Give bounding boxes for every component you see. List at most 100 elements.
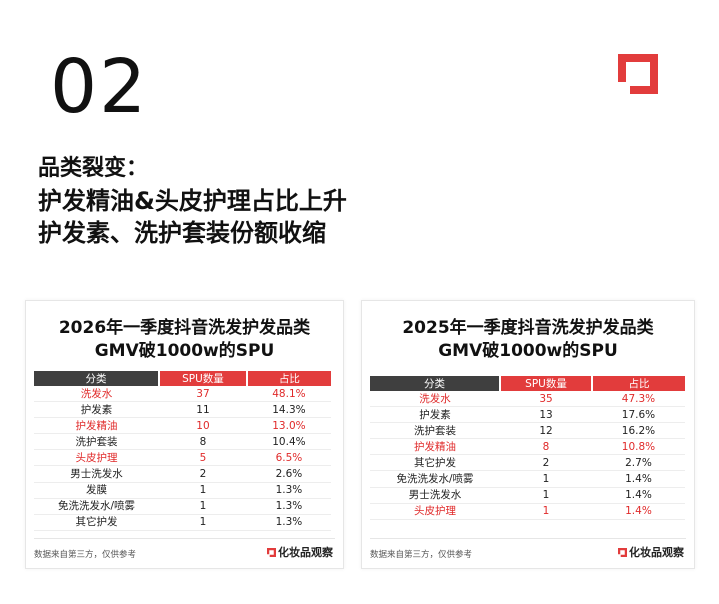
cell-share: 1.4%: [591, 503, 685, 520]
table-row: 头皮护理 1 1.4%: [370, 503, 685, 520]
table-row: 护发素 13 17.6%: [370, 406, 685, 424]
table-row: 护发素 11 14.3%: [34, 401, 331, 419]
cell-share: 6.5%: [246, 449, 331, 467]
cell-category: 男士洗发水: [370, 487, 501, 504]
cell-share: 17.6%: [591, 406, 685, 424]
cell-category: 护发精油: [34, 417, 160, 435]
cell-spu: 8: [500, 438, 592, 456]
cell-spu: 12: [500, 422, 592, 440]
cell-spu: 1: [500, 470, 592, 488]
table-card-2026: 2026年一季度抖音洗发护发品类 GMV破1000w的SPU 分类 SPU数量 …: [25, 300, 344, 569]
cell-spu: 1: [500, 503, 592, 520]
cell-share: 1.3%: [246, 482, 331, 499]
cell-share: 1.3%: [246, 514, 331, 531]
table-row: 头皮护理 5 6.5%: [34, 449, 331, 467]
header-category: 分类: [34, 371, 161, 386]
table-row: 男士洗发水 2 2.6%: [34, 465, 331, 483]
cell-spu: 1: [159, 482, 247, 499]
footer-divider: [34, 538, 335, 539]
cell-category: 护发素: [34, 401, 160, 419]
cell-share: 1.4%: [591, 487, 685, 504]
cell-spu: 37: [159, 386, 247, 403]
table-row: 洗发水 37 48.1%: [34, 386, 331, 403]
cell-spu: 8: [159, 433, 247, 451]
cell-share: 1.4%: [591, 470, 685, 488]
spu-table: 分类 SPU数量 占比 洗发水 37 48.1% 护发素 11 14.3% 护发精油 10 13…: [34, 371, 331, 531]
table-row: 护发精油 8 10.8%: [370, 438, 685, 456]
cell-category: 头皮护理: [34, 449, 160, 467]
card-title-line-1: 2026年一季度抖音洗发护发品类: [58, 318, 311, 338]
cell-spu: 35: [500, 391, 592, 408]
cell-category: 洗护套装: [370, 422, 501, 440]
cell-spu: 2: [159, 465, 247, 483]
table-row: 洗护套装 8 10.4%: [34, 433, 331, 451]
heading-line-2: 护发精油&头皮护理占比上升: [38, 187, 347, 215]
cell-spu: 5: [159, 449, 247, 467]
cell-category: 免洗洗发水/喷雾: [34, 498, 160, 515]
cell-share: 14.3%: [246, 401, 331, 419]
spu-table: 分类 SPU数量 占比 洗发水 35 47.3% 护发素 13 17.6% 洗护套装 12 16…: [370, 376, 685, 520]
brand-name: 化妆品观察: [629, 546, 684, 559]
cell-spu: 2: [500, 454, 592, 472]
cell-category: 护发素: [370, 406, 501, 424]
cell-category: 头皮护理: [370, 503, 501, 520]
source-note: 数据来自第三方，仅供参考: [370, 550, 473, 560]
section-heading: 品类裂变： 护发精油&头皮护理占比上升 护发素、洗护套装份额收缩: [38, 153, 347, 249]
header-spu: SPU数量: [500, 376, 593, 391]
table-row: 免洗洗发水/喷雾 1 1.4%: [370, 470, 685, 488]
footer-divider: [370, 538, 686, 539]
cell-category: 其它护发: [34, 514, 160, 531]
section-number: 02: [50, 44, 149, 130]
table-row: 护发精油 10 13.0%: [34, 417, 331, 435]
table-card-2025: 2025年一季度抖音洗发护发品类 GMV破1000w的SPU 分类 SPU数量 …: [361, 300, 695, 569]
cell-category: 洗护套装: [34, 433, 160, 451]
cell-share: 10.4%: [246, 433, 331, 451]
header-category: 分类: [370, 376, 502, 391]
cell-share: 2.7%: [591, 454, 685, 472]
table-row: 男士洗发水 1 1.4%: [370, 487, 685, 504]
card-title-line-2: GMV破1000w的SPU: [94, 341, 275, 361]
cell-share: 13.0%: [246, 417, 331, 435]
brand-mark-icon: [618, 547, 627, 557]
cell-share: 1.3%: [246, 498, 331, 515]
card-title: 2026年一季度抖音洗发护发品类 GMV破1000w的SPU: [26, 317, 343, 363]
cell-category: 护发精油: [370, 438, 501, 456]
cell-spu: 11: [159, 401, 247, 419]
brand-mark-icon: [267, 547, 276, 557]
cell-spu: 1: [159, 514, 247, 531]
cell-category: 其它护发: [370, 454, 501, 472]
cell-share: 2.6%: [246, 465, 331, 483]
table-row: 洗护套装 12 16.2%: [370, 422, 685, 440]
heading-line-1: 品类裂变：: [38, 156, 149, 181]
brand-logo: 化妆品观察: [267, 544, 333, 560]
cell-share: 10.8%: [591, 438, 685, 456]
table-row: 洗发水 35 47.3%: [370, 391, 685, 408]
header-share: 占比: [591, 376, 685, 391]
cell-category: 洗发水: [370, 391, 501, 408]
cell-spu: 1: [159, 498, 247, 515]
square-bracket-logo-icon: [618, 54, 658, 94]
card-title-line-2: GMV破1000w的SPU: [438, 341, 618, 361]
cell-share: 47.3%: [591, 391, 685, 408]
brand-logo: 化妆品观察: [618, 544, 684, 560]
cell-spu: 10: [159, 417, 247, 435]
table-row: 发膜 1 1.3%: [34, 482, 331, 499]
table-row: 其它护发 2 2.7%: [370, 454, 685, 472]
cell-share: 16.2%: [591, 422, 685, 440]
cell-category: 洗发水: [34, 386, 160, 403]
header-share: 占比: [246, 371, 331, 386]
cell-spu: 13: [500, 406, 592, 424]
cell-spu: 1: [500, 487, 592, 504]
card-title: 2025年一季度抖音洗发护发品类 GMV破1000w的SPU: [362, 317, 694, 363]
cell-category: 发膜: [34, 482, 160, 499]
brand-name: 化妆品观察: [278, 546, 333, 559]
heading-line-3: 护发素、洗护套装份额收缩: [38, 219, 326, 247]
table-row: 其它护发 1 1.3%: [34, 514, 331, 531]
cell-category: 男士洗发水: [34, 465, 160, 483]
header-spu: SPU数量: [159, 371, 248, 386]
source-note: 数据来自第三方，仅供参考: [34, 550, 137, 560]
table-row: 免洗洗发水/喷雾 1 1.3%: [34, 498, 331, 515]
cell-share: 48.1%: [246, 386, 331, 403]
cell-category: 免洗洗发水/喷雾: [370, 470, 501, 488]
card-title-line-1: 2025年一季度抖音洗发护发品类: [402, 318, 654, 338]
